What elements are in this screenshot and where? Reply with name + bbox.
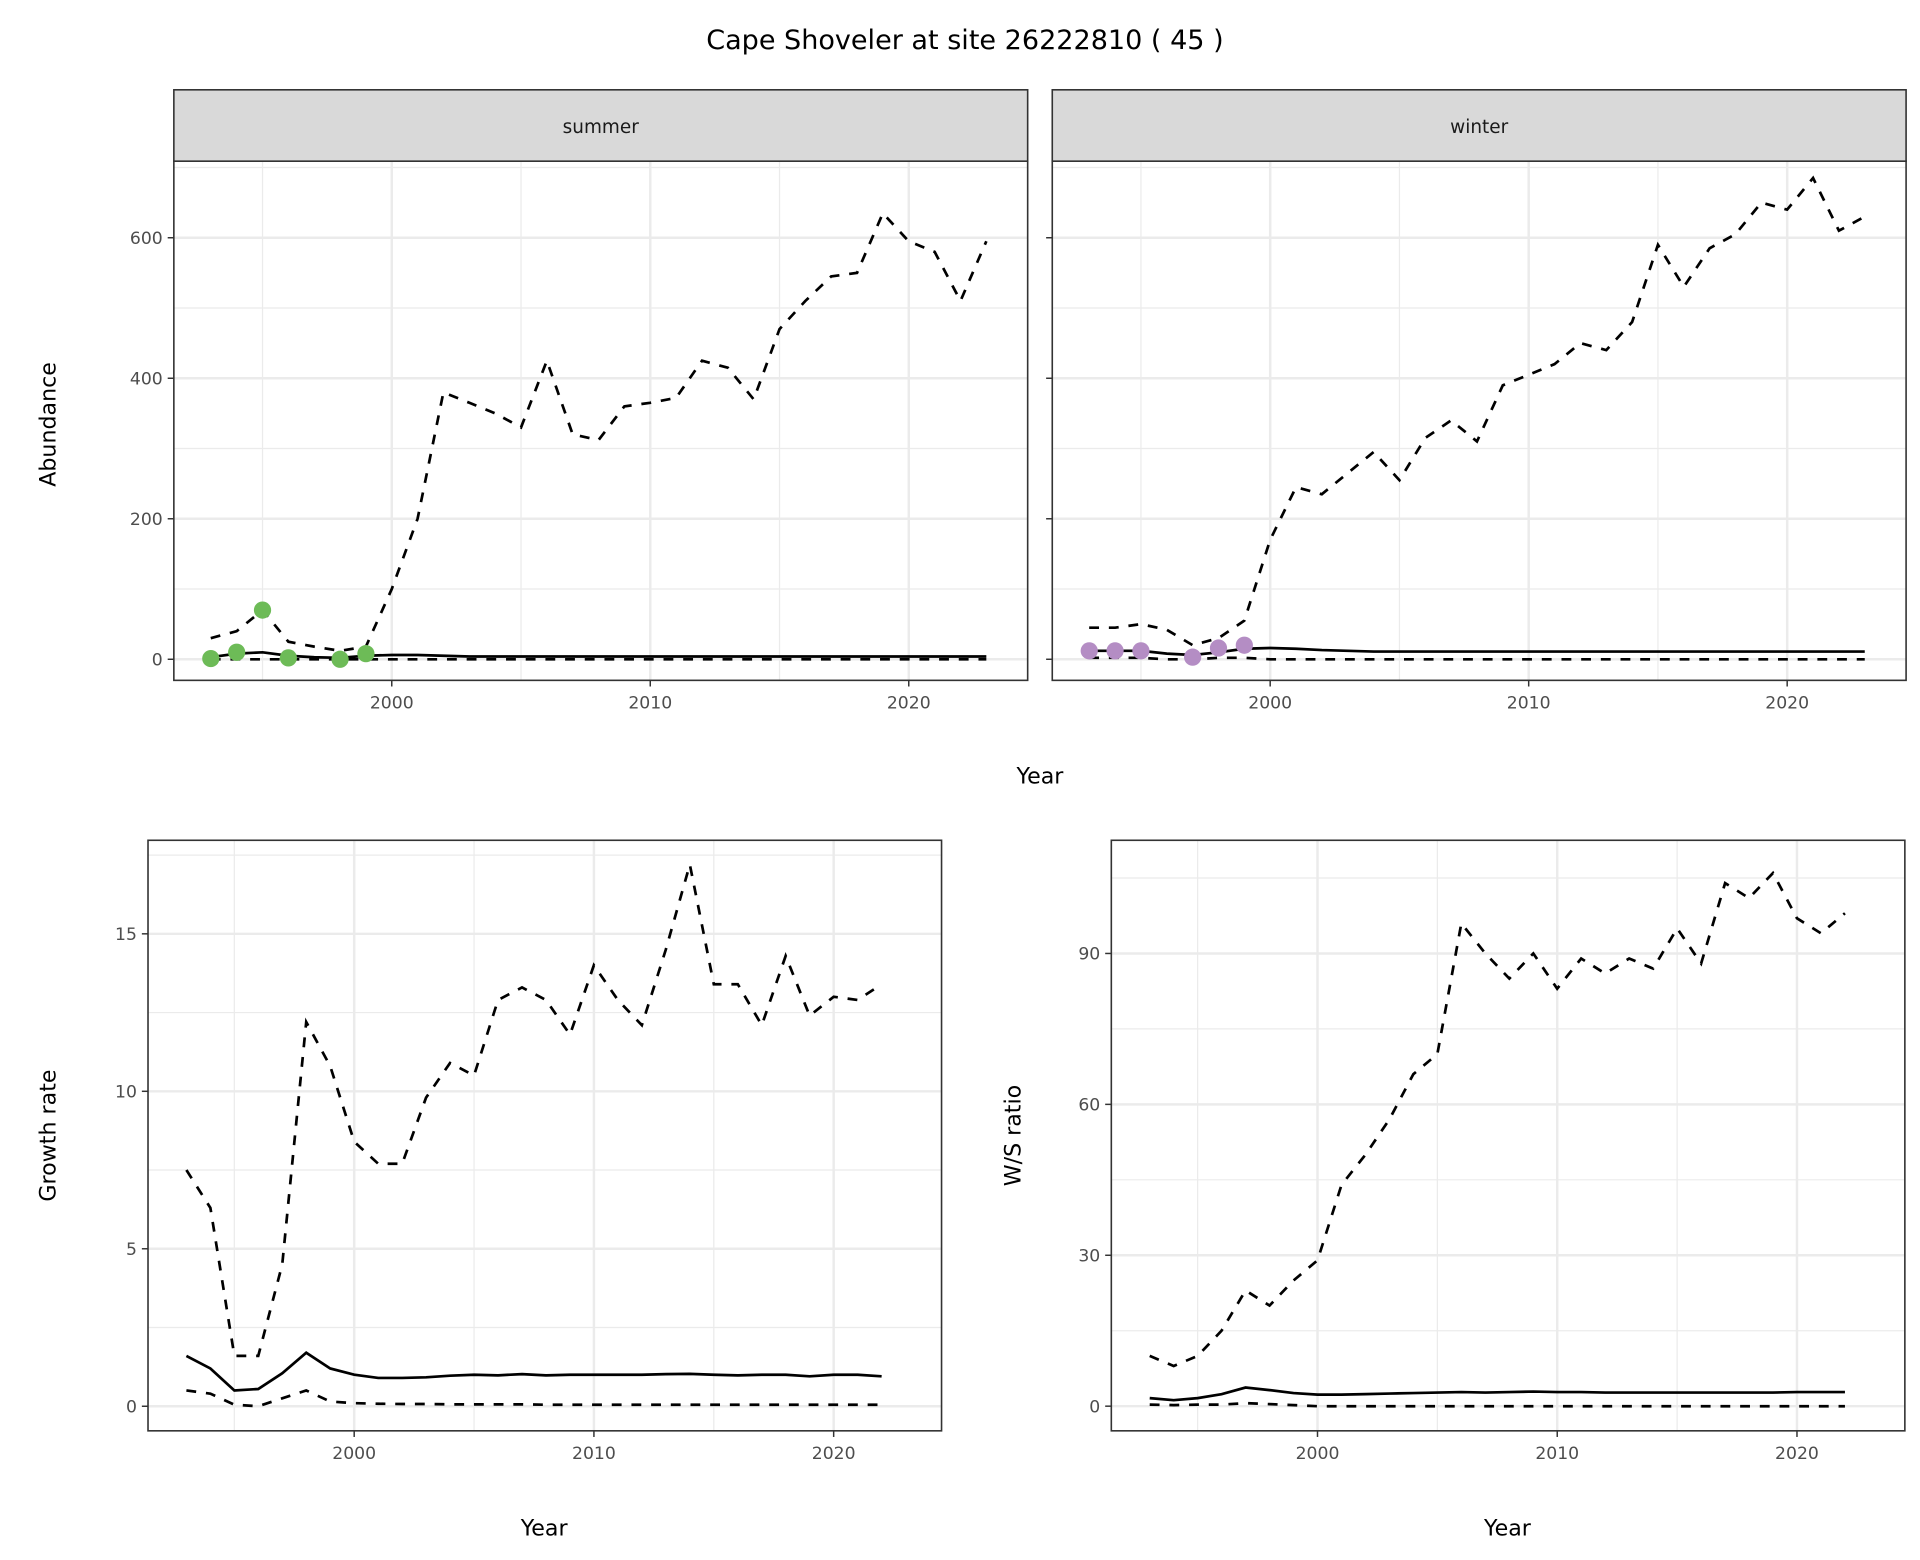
data-point <box>1235 636 1253 654</box>
facet-strip <box>1051 89 1907 162</box>
series-line-upper <box>210 210 988 653</box>
y-tick-label: 90 <box>1078 945 1100 965</box>
x-tick-label: 2010 <box>1535 1444 1579 1464</box>
data-point <box>1132 642 1150 660</box>
facet-label: winter <box>1450 117 1508 138</box>
x-tick-label: 2010 <box>1507 694 1551 714</box>
x-tick-label: 2010 <box>572 1444 616 1464</box>
data-point <box>253 601 272 619</box>
data-point <box>331 650 349 668</box>
y-tick-label: 0 <box>126 1397 137 1417</box>
y-axis-title: Growth rate <box>36 1070 62 1202</box>
panel-1: 2000 2010 2020 0 200 400 600 summer <box>130 89 1029 714</box>
facet-label: summer <box>563 117 640 138</box>
y-tick-label: 5 <box>126 1240 137 1260</box>
y-tick-label: 10 <box>115 1082 137 1102</box>
y-axis-title: W/S ratio <box>1000 1085 1026 1186</box>
x-tick-label: 2020 <box>887 694 931 714</box>
y-tick-label: 600 <box>130 229 163 249</box>
facet-strip <box>173 89 1029 162</box>
y-tick-label: 60 <box>1078 1096 1100 1116</box>
series-line-lower <box>1149 1401 1845 1408</box>
series-line-upper <box>1149 870 1846 1368</box>
data-point <box>228 643 246 661</box>
panel-border <box>173 160 1029 682</box>
series-line-upper <box>185 864 883 1358</box>
panel-2: 2000 2010 2020 winter <box>1046 89 1907 714</box>
x-tick-label: 2010 <box>628 694 672 714</box>
chart-title: Cape Shoveler at site 26222810 ( 45 ) <box>706 25 1223 56</box>
x-axis-title: Year <box>520 1515 569 1541</box>
panel-border <box>147 839 943 1432</box>
series-line-upper <box>1089 175 1866 647</box>
x-tick-label: 2020 <box>1765 694 1809 714</box>
y-tick-label: 0 <box>1089 1397 1100 1417</box>
y-tick-label: 400 <box>130 369 163 389</box>
x-tick-label: 2020 <box>1775 1444 1819 1464</box>
panel-4: 2000 2010 2020 0 30 60 90 <box>1078 839 1906 1464</box>
x-tick-label: 2020 <box>812 1444 856 1464</box>
x-axis-title: Year <box>1483 1515 1532 1541</box>
y-tick-label: 200 <box>130 510 163 530</box>
panel-3: 2000 2010 2020 0 5 10 15 <box>115 839 943 1464</box>
x-axis-title: Year <box>1016 764 1065 790</box>
y-tick-label: 30 <box>1078 1246 1100 1266</box>
x-tick-label: 2000 <box>370 694 414 714</box>
series-line-mean <box>185 1351 882 1392</box>
data-point <box>1106 642 1124 660</box>
panel-border <box>1110 839 1906 1432</box>
panel-border <box>1051 160 1907 682</box>
y-axis-title: Abundance <box>36 362 62 487</box>
series-line-mean <box>1149 1386 1845 1402</box>
x-tick-label: 2000 <box>332 1444 376 1464</box>
y-tick-label: 15 <box>115 925 137 945</box>
x-tick-label: 2000 <box>1296 1444 1340 1464</box>
data-point <box>357 645 375 663</box>
data-point <box>279 649 297 667</box>
x-tick-label: 2000 <box>1248 694 1292 714</box>
series-line-mean <box>1089 646 1865 657</box>
y-tick-label: 0 <box>152 650 163 670</box>
data-point <box>1209 639 1228 657</box>
series-line-lower <box>186 1389 882 1408</box>
data-point <box>202 649 220 668</box>
data-point <box>1184 648 1202 666</box>
data-point <box>1080 642 1098 660</box>
series-line-mean <box>210 650 987 660</box>
